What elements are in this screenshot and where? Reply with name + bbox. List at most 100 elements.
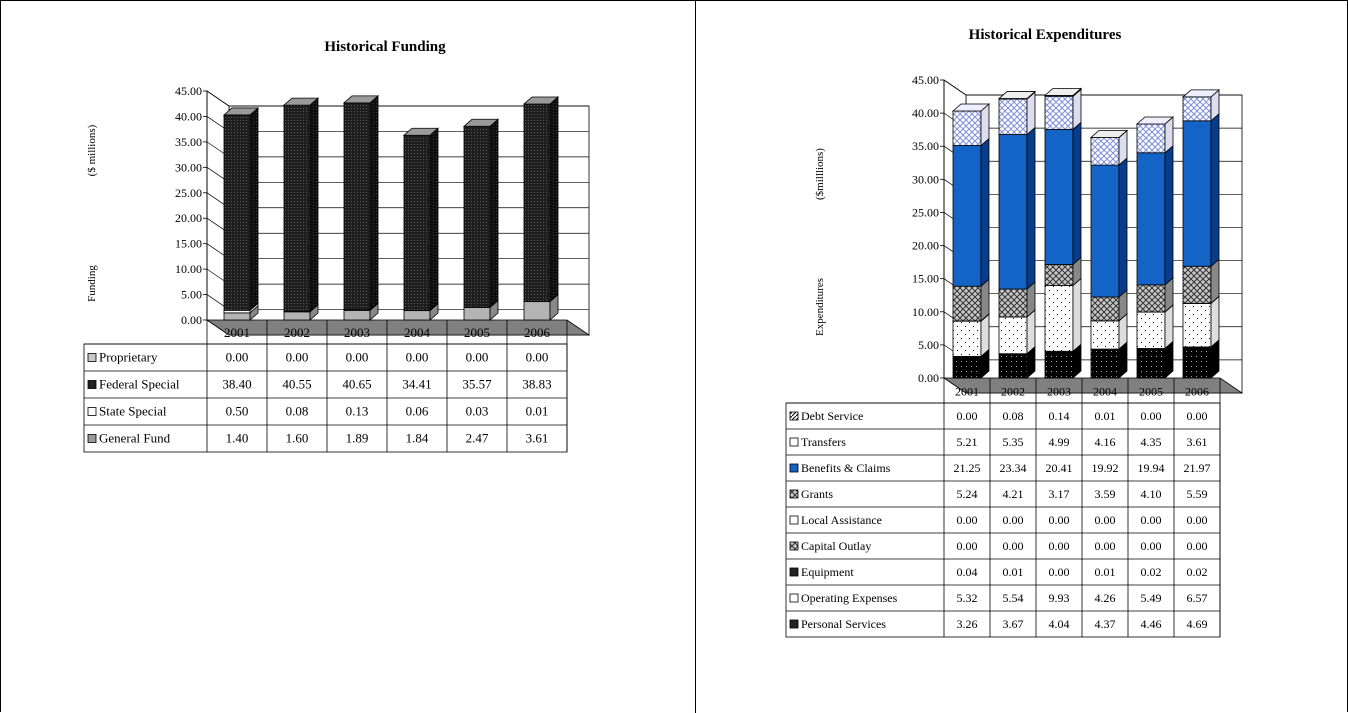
expenditures-bar-top-2002 (997, 91, 1037, 99)
expenditures-bar-benefits-claims-2001 (952, 137, 990, 288)
funding-data-table (83, 320, 568, 453)
expenditures-data-label: 3.67 (1003, 617, 1024, 631)
expenditures-legend-swatch (789, 411, 799, 421)
expenditures-data-label: 5.24 (957, 487, 978, 501)
expenditures-data-label: 5.54 (1003, 591, 1024, 605)
expenditures-bar-operating-expenses-2006 (1182, 295, 1220, 348)
expenditures-data-label: 5.49 (1141, 591, 1162, 605)
expenditures-data-label: 4.69 (1187, 617, 1208, 631)
expenditures-bar-transfers-2005 (1136, 116, 1174, 154)
funding-bar-top-2004 (402, 127, 440, 136)
expenditures-bar-operating-expenses-2002 (998, 309, 1036, 355)
funding-data-label: 0.06 (406, 404, 429, 419)
expenditures-xtick-label: 2003 (1047, 385, 1071, 399)
expenditures-ytick-label: 45.00 (912, 73, 939, 87)
expenditures-legend-label: Transfers (801, 435, 846, 449)
funding-ylabel-unit: ($ millions) (86, 124, 98, 176)
funding-bar-federal-special-2003 (343, 94, 379, 311)
expenditures-legend-label: Personal Services (801, 617, 886, 631)
funding-bar-top-2005 (462, 118, 500, 127)
funding-bar-top-2003 (342, 95, 380, 104)
funding-legend-swatch (87, 407, 97, 416)
expenditures-data-label: 0.00 (1141, 409, 1162, 423)
panel-divider (695, 0, 696, 713)
expenditures-data-label: 5.35 (1003, 435, 1024, 449)
funding-data-label: 2.47 (466, 431, 489, 446)
expenditures-data-label: 5.59 (1187, 487, 1208, 501)
expenditures-ytick-label: 0.00 (918, 371, 939, 385)
expenditures-bar-operating-expenses-2001 (952, 313, 990, 358)
expenditures-bar-benefits-claims-2002 (998, 126, 1036, 290)
expenditures-ytick-label: 5.00 (918, 338, 939, 352)
expenditures-data-label: 4.46 (1141, 617, 1162, 631)
expenditures-gridline (943, 79, 967, 96)
expenditures-data-label: 4.35 (1141, 435, 1162, 449)
funding-ytick-label: 40.00 (175, 109, 202, 123)
expenditures-data-label: 0.00 (1003, 539, 1024, 553)
expenditures-bar-transfers-2006 (1182, 89, 1220, 122)
expenditures-data-label: 0.00 (1049, 539, 1070, 553)
expenditures-bar-personal-services-2004 (1090, 341, 1128, 379)
expenditures-ytick-label: 40.00 (912, 106, 939, 120)
expenditures-bar-top-2004 (1089, 130, 1129, 138)
funding-xtick-label: 2005 (464, 325, 490, 340)
expenditures-data-label: 0.00 (1187, 409, 1208, 423)
expenditures-bar-transfers-2003 (1044, 88, 1082, 131)
expenditures-data-label: 0.00 (1187, 539, 1208, 553)
expenditures-ytick-label: 20.00 (912, 239, 939, 253)
expenditures-bar-personal-services-2003 (1044, 343, 1082, 379)
expenditures-data-label: 0.04 (957, 565, 978, 579)
funding-ytick-label: 35.00 (175, 135, 202, 149)
funding-data-label: 3.61 (526, 431, 549, 446)
funding-bar-federal-special-2001 (223, 107, 259, 312)
expenditures-legend-label: Capital Outlay (801, 539, 871, 553)
funding-data-label: 0.50 (226, 404, 249, 419)
expenditures-xtick-label: 2002 (1001, 385, 1025, 399)
expenditures-data-label: 4.37 (1095, 617, 1116, 631)
expenditures-bar-operating-expenses-2005 (1136, 304, 1174, 350)
expenditures-bar-top-2006 (1181, 89, 1221, 98)
funding-xtick-label: 2004 (404, 325, 431, 340)
funding-data-label: 35.57 (462, 377, 492, 392)
funding-legend-label: General Fund (99, 431, 171, 446)
expenditures-bar-personal-services-2005 (1136, 340, 1174, 379)
expenditures-data-label: 23.34 (1000, 461, 1027, 475)
expenditures-bar-grants-2006 (1182, 258, 1220, 305)
expenditures-bar-top-2001 (951, 103, 991, 112)
funding-bar-federal-special-2004 (403, 127, 439, 312)
expenditures-data-label: 4.26 (1095, 591, 1116, 605)
funding-xtick-label: 2006 (524, 325, 551, 340)
funding-title: Historical Funding (324, 39, 446, 55)
funding-bar-federal-special-2002 (283, 97, 319, 313)
funding-data-label: 0.08 (286, 404, 309, 419)
funding-ytick-label: 25.00 (175, 186, 202, 200)
expenditures-data-label: 0.00 (957, 539, 978, 553)
expenditures-legend-label: Debt Service (801, 409, 863, 423)
expenditures-data-label: 0.01 (1095, 409, 1116, 423)
funding-ytick-label: 5.00 (181, 288, 202, 302)
funding-legend-swatch (87, 380, 97, 389)
expenditures-data-label: 19.92 (1092, 461, 1119, 475)
funding-ytick-label: 20.00 (175, 211, 202, 225)
expenditures-bar-transfers-2002 (998, 91, 1036, 136)
funding-ytick-label: 10.00 (175, 262, 202, 276)
expenditures-bar-transfers-2001 (952, 103, 990, 147)
expenditures-data-label: 0.00 (1141, 539, 1162, 553)
expenditures-bar-transfers-2004 (1090, 129, 1128, 166)
funding-data-label: 0.00 (406, 350, 429, 365)
funding-data-label: 0.00 (286, 350, 309, 365)
expenditures-data-label: 0.00 (957, 409, 978, 423)
expenditures-title: Historical Expenditures (969, 27, 1122, 43)
expenditures-bar-benefits-claims-2003 (1044, 121, 1082, 266)
expenditures-data-label: 0.14 (1049, 409, 1070, 423)
expenditures-legend-swatch (789, 619, 799, 629)
expenditures-legend-swatch (789, 593, 799, 603)
funding-bar-top-2001 (222, 107, 260, 116)
funding-data-label: 1.84 (406, 431, 429, 446)
funding-data-label: 40.65 (342, 377, 371, 392)
funding-bar-top-2002 (282, 97, 320, 106)
funding-data-label: 34.41 (402, 377, 431, 392)
expenditures-ylabel-main: Expenditures (814, 278, 826, 336)
expenditures-data-label: 5.21 (957, 435, 978, 449)
funding-data-label: 0.00 (526, 350, 549, 365)
